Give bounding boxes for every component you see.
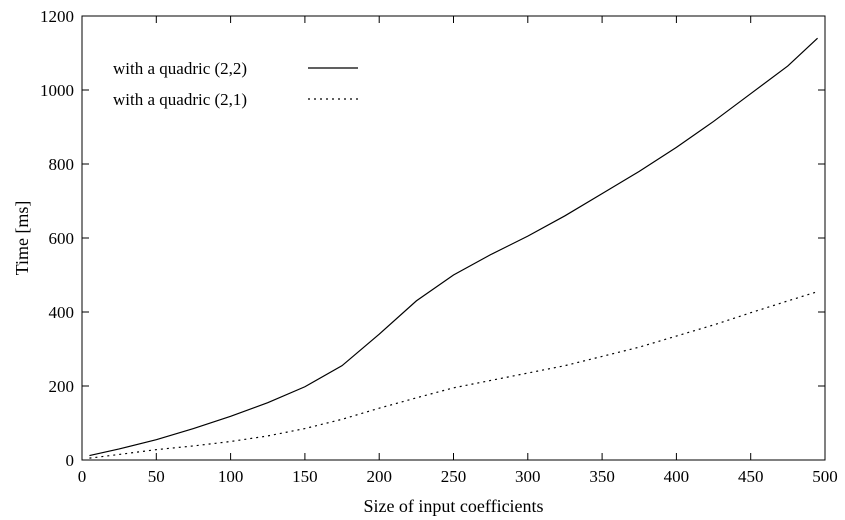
y-tick-label: 200 [49, 377, 75, 396]
legend: with a quadric (2,2) with a quadric (2,1) [113, 59, 358, 109]
series-line-2 [89, 291, 818, 459]
x-tick-label: 300 [515, 467, 541, 486]
chart-axes: 0 50 100 150 200 250 300 350 400 450 500 0 200 400 600… [40, 7, 838, 486]
x-tick-label: 400 [664, 467, 690, 486]
y-axis-title: Time [ms] [12, 201, 32, 276]
x-tick-label: 500 [812, 467, 838, 486]
y-tick-label: 600 [49, 229, 75, 248]
legend-label-1: with a quadric (2,2) [113, 59, 247, 78]
y-tick-label: 400 [49, 303, 75, 322]
x-tick-label: 450 [738, 467, 764, 486]
x-tick-label: 100 [218, 467, 244, 486]
x-tick-label: 150 [292, 467, 318, 486]
x-axis-title: Size of input coefficients [363, 496, 543, 516]
x-tick-label: 250 [441, 467, 467, 486]
y-tick-label: 0 [66, 451, 75, 470]
x-tick-label: 200 [366, 467, 392, 486]
plot-frame [81, 15, 826, 461]
y-tick-label: 1000 [40, 81, 74, 100]
x-tick-label: 350 [589, 467, 615, 486]
x-tick-label: 50 [148, 467, 165, 486]
x-tick-label: 0 [78, 467, 87, 486]
series-layer [89, 37, 818, 459]
y-tick-label: 800 [49, 155, 75, 174]
series-line-1 [89, 37, 818, 457]
y-tick-label: 1200 [40, 7, 74, 26]
legend-label-2: with a quadric (2,1) [113, 90, 247, 109]
